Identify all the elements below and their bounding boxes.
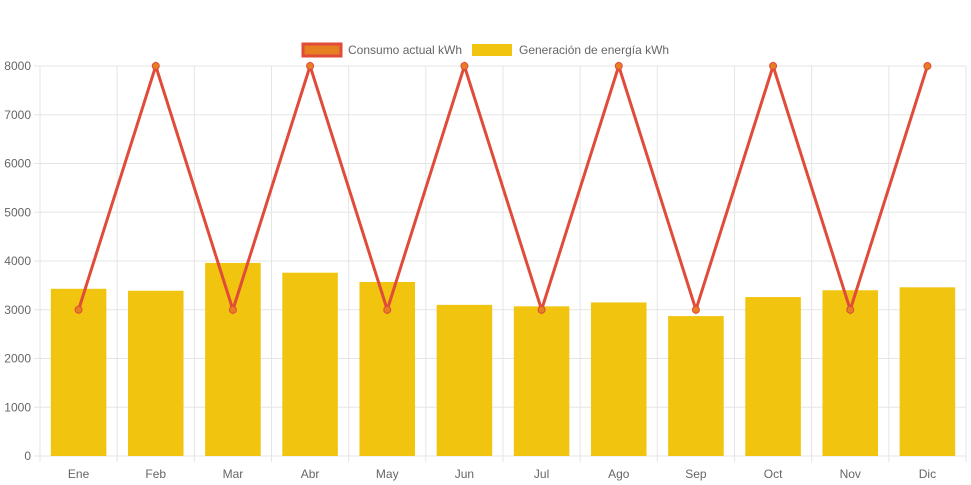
- consumption-point[interactable]: [614, 62, 623, 70]
- consumption-point[interactable]: [228, 305, 237, 314]
- y-tick-label: 2000: [4, 352, 31, 366]
- y-tick-label: 4000: [4, 254, 31, 268]
- generation-bar[interactable]: [822, 290, 879, 456]
- consumption-point[interactable]: [383, 305, 392, 314]
- generation-bar[interactable]: [899, 287, 956, 456]
- x-tick-label: Dic: [919, 467, 936, 481]
- generation-bar[interactable]: [513, 306, 570, 456]
- consumption-point[interactable]: [846, 305, 855, 314]
- x-tick-label: Oct: [764, 467, 783, 481]
- x-tick-label: Mar: [223, 467, 244, 481]
- legend-label-generacion: Generación de energía kWh: [519, 43, 669, 57]
- grid: [34, 65, 967, 462]
- generation-bar[interactable]: [50, 288, 107, 456]
- x-tick-label: Abr: [301, 467, 320, 481]
- x-tick-label: Ago: [608, 467, 630, 481]
- consumption-point[interactable]: [537, 305, 546, 314]
- y-tick-label: 1000: [4, 400, 31, 414]
- generation-bar[interactable]: [436, 304, 493, 456]
- legend-item-consumo[interactable]: Consumo actual kWh: [301, 42, 462, 58]
- y-tick-label: 6000: [4, 157, 31, 171]
- axes: 0 1000 2000 3000 4000 5000 6000 7000 8000 Ene Feb M…: [4, 59, 936, 481]
- legend-item-generacion[interactable]: Generación de energía kWh: [472, 43, 669, 57]
- legend-swatch-consumo: [301, 42, 343, 58]
- legend[interactable]: Consumo actual kWh Generación de energía …: [301, 42, 669, 58]
- y-tick-label: 0: [24, 449, 31, 463]
- consumption-point[interactable]: [769, 62, 778, 70]
- legend-swatch-generacion: [472, 44, 512, 56]
- generation-bar[interactable]: [745, 297, 801, 456]
- consumption-point[interactable]: [460, 62, 469, 70]
- generation-bar[interactable]: [205, 262, 261, 456]
- consumption-point[interactable]: [151, 62, 160, 70]
- bar-series: [50, 262, 956, 456]
- generation-bar[interactable]: [590, 302, 647, 456]
- generation-bar[interactable]: [127, 290, 184, 456]
- x-tick-label: May: [376, 467, 399, 481]
- consumption-point[interactable]: [74, 305, 83, 314]
- x-tick-label: Jul: [534, 467, 549, 481]
- y-tick-label: 7000: [4, 108, 31, 122]
- x-tick-label: Ene: [68, 467, 90, 481]
- line-series: [74, 61, 932, 315]
- legend-label-consumo: Consumo actual kWh: [348, 43, 462, 57]
- x-tick-label: Sep: [685, 467, 707, 481]
- consumption-point[interactable]: [923, 62, 932, 70]
- y-tick-label: 3000: [4, 303, 31, 317]
- x-tick-label: Jun: [455, 467, 474, 481]
- x-tick-label: Nov: [840, 467, 861, 481]
- generation-bar[interactable]: [668, 316, 724, 456]
- consumption-point[interactable]: [691, 305, 700, 314]
- generation-bar[interactable]: [282, 272, 338, 456]
- x-tick-label: Feb: [145, 467, 166, 481]
- y-tick-label: 5000: [4, 205, 31, 219]
- y-tick-label: 8000: [4, 59, 31, 73]
- consumption-point[interactable]: [306, 62, 315, 70]
- consumption-line: [77, 61, 929, 315]
